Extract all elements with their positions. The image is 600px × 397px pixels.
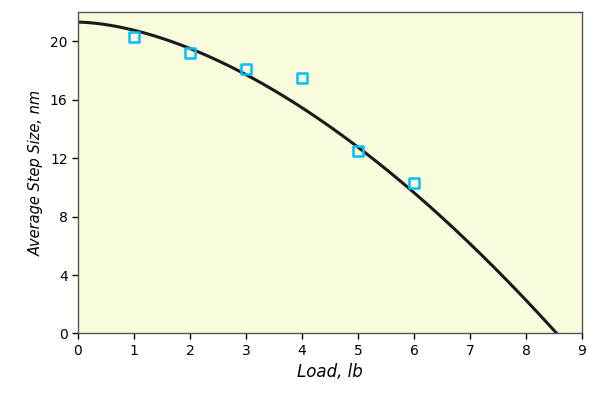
- Point: [409, 180, 419, 186]
- Point: [241, 66, 251, 72]
- Point: [129, 34, 139, 40]
- Y-axis label: Average Step Size, nm: Average Step Size, nm: [29, 90, 44, 256]
- Point: [353, 148, 363, 154]
- X-axis label: Load, lb: Load, lb: [297, 363, 363, 382]
- Point: [185, 50, 195, 56]
- Point: [297, 75, 307, 81]
